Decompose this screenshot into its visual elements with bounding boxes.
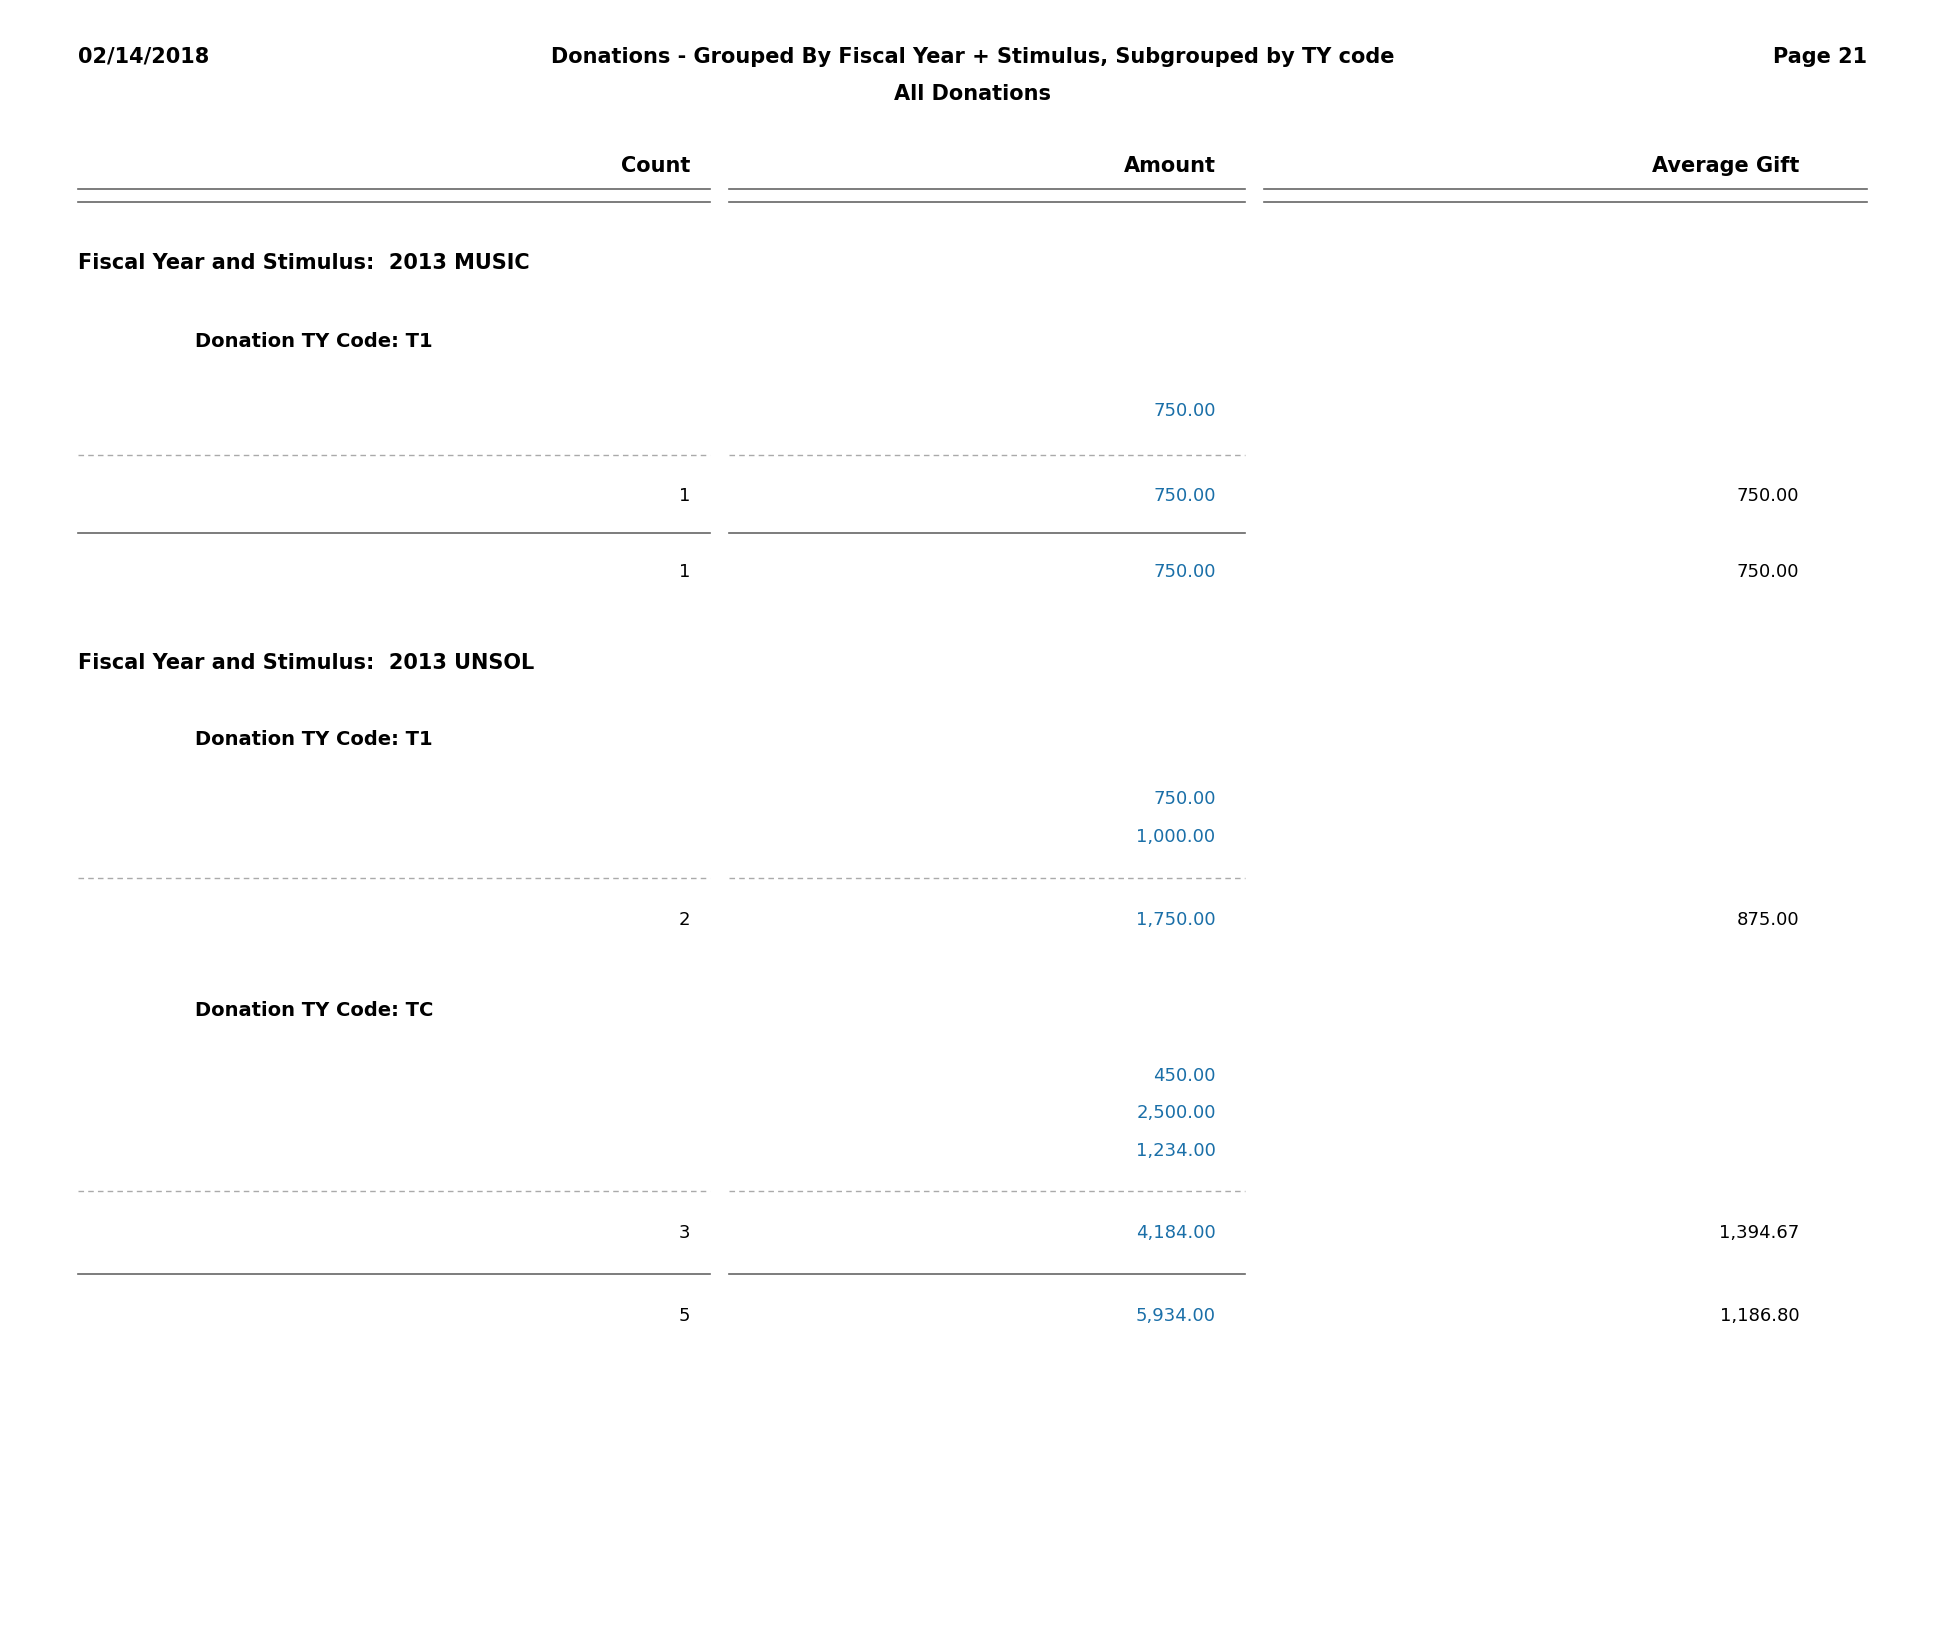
Text: 3: 3 (679, 1224, 690, 1243)
Text: 1,186.80: 1,186.80 (1719, 1306, 1799, 1326)
Text: Average Gift: Average Gift (1651, 156, 1799, 176)
Text: Donation TY Code: T1: Donation TY Code: T1 (194, 730, 432, 749)
Text: 5: 5 (679, 1306, 690, 1326)
Text: Page 21: Page 21 (1774, 47, 1867, 67)
Text: Amount: Amount (1124, 156, 1216, 176)
Text: Donation TY Code: TC: Donation TY Code: TC (194, 1001, 434, 1020)
Text: 2,500.00: 2,500.00 (1136, 1103, 1216, 1123)
Text: 750.00: 750.00 (1737, 562, 1799, 582)
Text: 4,184.00: 4,184.00 (1136, 1224, 1216, 1243)
Text: Count: Count (620, 156, 690, 176)
Text: 02/14/2018: 02/14/2018 (78, 47, 208, 67)
Text: 450.00: 450.00 (1153, 1066, 1216, 1086)
Text: Fiscal Year and Stimulus:  2013 MUSIC: Fiscal Year and Stimulus: 2013 MUSIC (78, 254, 529, 273)
Text: 750.00: 750.00 (1153, 562, 1216, 582)
Text: All Donations: All Donations (895, 84, 1050, 104)
Text: 750.00: 750.00 (1737, 486, 1799, 505)
Text: Fiscal Year and Stimulus:  2013 UNSOL: Fiscal Year and Stimulus: 2013 UNSOL (78, 653, 535, 673)
Text: 875.00: 875.00 (1737, 910, 1799, 930)
Text: 2: 2 (679, 910, 690, 930)
Text: 1,000.00: 1,000.00 (1136, 827, 1216, 847)
Text: 1,234.00: 1,234.00 (1136, 1141, 1216, 1160)
Text: 1: 1 (679, 486, 690, 505)
Text: Donation TY Code: T1: Donation TY Code: T1 (194, 332, 432, 351)
Text: 5,934.00: 5,934.00 (1136, 1306, 1216, 1326)
Text: 1,750.00: 1,750.00 (1136, 910, 1216, 930)
Text: 750.00: 750.00 (1153, 486, 1216, 505)
Text: 1: 1 (679, 562, 690, 582)
Text: 750.00: 750.00 (1153, 790, 1216, 809)
Text: 1,394.67: 1,394.67 (1719, 1224, 1799, 1243)
Text: Donations - Grouped By Fiscal Year + Stimulus, Subgrouped by TY code: Donations - Grouped By Fiscal Year + Sti… (550, 47, 1395, 67)
Text: 750.00: 750.00 (1153, 401, 1216, 421)
